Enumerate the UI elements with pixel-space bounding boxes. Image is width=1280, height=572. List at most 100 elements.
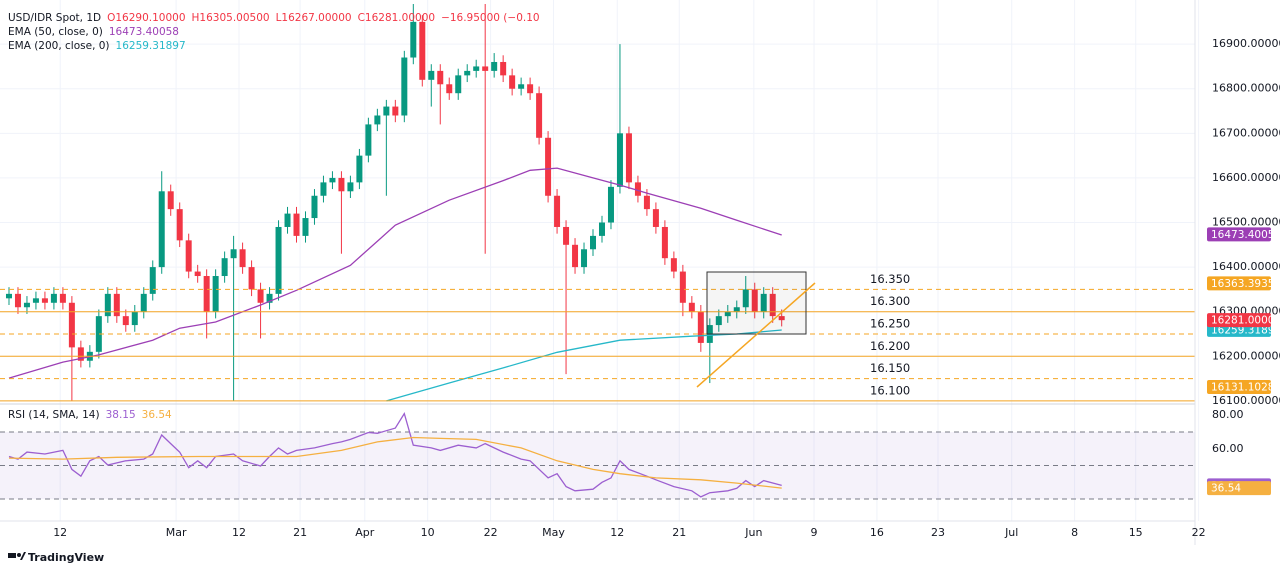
level-label: 16.300 [870,294,910,308]
candle-body [167,191,174,210]
x-tick-label: 15 [1129,526,1143,539]
y-tick-label: 16700.00000 [1212,126,1280,139]
candle-body [77,347,84,361]
y-tick-label: 16900.00000 [1212,37,1280,50]
legend-name: EMA (200, close, 0) [8,40,110,52]
candle-body [464,70,471,76]
candle-body [742,289,749,308]
legend-quote: −16.95000 (−0.10 [441,12,540,24]
series-line [8,436,782,489]
series-line [8,167,782,379]
x-tick-label: Jun [744,526,762,539]
candle-body [455,75,462,94]
candle-body [545,137,552,196]
candle-body [230,249,237,259]
price-badge [1207,313,1271,328]
candle-body [140,293,147,312]
trend-line [696,282,816,388]
candle-body [652,209,659,227]
candle-body [257,289,264,303]
legend-value: 16473.40058 [109,26,179,38]
candle-body [428,70,435,80]
candle-body [338,177,345,192]
candle-body [563,226,570,245]
y-tick-label: 16200.00000 [1212,349,1280,362]
candle-body [500,61,507,76]
candle-body [212,276,219,312]
candle-body [158,191,165,268]
candle-body [688,302,695,312]
candle-body [194,271,201,277]
candle-body [185,240,192,272]
candle-body [670,258,677,272]
candle-body [446,84,453,94]
y-tick-label: 16600.00000 [1212,171,1280,184]
candle-body [302,218,309,236]
candle-body [50,293,57,303]
price-badge-label: 16131.10285 [1211,382,1280,394]
x-tick-label: 12 [232,526,246,539]
y-tick-label: 16400.00000 [1212,260,1280,273]
candle-body [634,182,641,196]
x-tick-label: 12 [53,526,67,539]
candle-body [643,195,650,210]
legend-value: 38.15 [106,409,136,421]
candle-body [95,316,102,352]
x-tick-label: Apr [355,526,375,539]
candle-body [131,311,138,326]
candle-body [248,267,255,290]
candle-body [625,133,632,183]
candle-body [374,115,381,125]
candle-body [598,222,605,236]
legend-quote: C16281.00000 [358,12,435,24]
candle-body [329,177,336,183]
candle-body [23,302,30,308]
y-tick-label: 16800.00000 [1212,82,1280,95]
price-badge-label: 36.54 [1211,483,1241,495]
legend-quote: L16267.00000 [276,12,352,24]
candle-body [113,293,120,317]
candle-body [697,311,704,343]
candle-body [311,195,318,219]
candle-body [778,316,785,321]
y-tick-label: 16100.00000 [1212,394,1280,407]
candle-body [401,57,408,116]
candle-body [176,209,183,241]
x-tick-label: 9 [811,526,818,539]
candle-body [275,226,282,294]
legend-value: 36.54 [142,409,172,421]
price-badge-label: 16259.31897 [1211,324,1280,336]
candle-body [572,244,579,268]
candle-body [32,298,39,303]
candle-body [760,293,767,312]
brand: TradingView [28,551,104,564]
x-tick-label: 22 [1192,526,1206,539]
x-tick-label: Jul [1004,526,1018,539]
x-tick-label: 12 [610,526,624,539]
annotation-box [706,271,807,335]
candle-body [149,267,156,294]
candle-body [724,311,731,317]
legend-quote: O16290.10000 [107,12,185,24]
candle-body [473,66,480,71]
y-tick-label: 80.00 [1212,408,1244,421]
y-tick-label: 60.00 [1212,442,1244,455]
x-tick-label: 16 [870,526,884,539]
x-tick-label: 22 [484,526,498,539]
candle-body [122,316,129,326]
candle-body [410,21,417,58]
candle-body [14,293,21,308]
candle-body [203,276,210,312]
price-badge [1207,276,1271,291]
candle-body [491,61,498,71]
overlay: 12 Mar 12 21 Apr 10 22 May 12 21 Jun 9 16 23 Jul 8 15 22 1… [8,12,1280,539]
price-badge-label: 16363.39354 [1211,278,1280,290]
candle-body [5,293,12,299]
level-label: 16.350 [870,272,910,286]
candle-body [509,75,516,89]
candle-body [482,66,489,71]
level-label: 16.150 [870,361,910,375]
candle-body [769,293,776,317]
candle-body [284,213,291,227]
